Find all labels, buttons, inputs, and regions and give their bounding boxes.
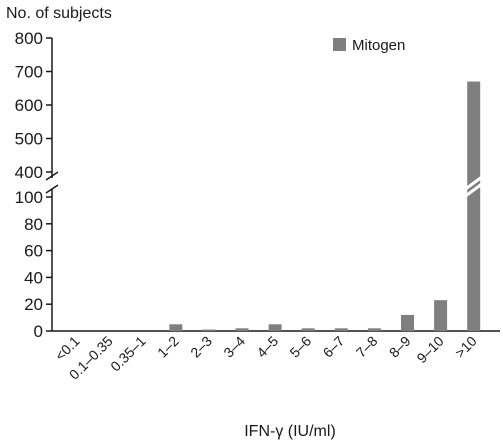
x-tick-label: 9–10 bbox=[413, 333, 446, 366]
x-tick-label: 8–9 bbox=[386, 333, 414, 361]
y-axis-label: No. of subjects bbox=[6, 5, 112, 22]
x-tick-label: 3–4 bbox=[220, 333, 248, 361]
x-tick-label: 5–6 bbox=[286, 333, 314, 361]
x-tick-label: 2–3 bbox=[187, 333, 215, 361]
x-tick-label: 4–5 bbox=[253, 333, 281, 361]
x-tick-label: 6–7 bbox=[320, 333, 348, 361]
y-tick-label: 20 bbox=[24, 295, 43, 314]
bar-break-mark bbox=[463, 181, 485, 199]
bar-upper-segment bbox=[467, 81, 481, 178]
axis-break-mark bbox=[45, 171, 59, 181]
bar bbox=[235, 328, 249, 331]
y-tick-label: 500 bbox=[15, 130, 43, 149]
legend: Mitogen bbox=[333, 37, 405, 54]
x-tick-labels: <0.10.1–0.350.35–1 1–2 2–3 3–4 4–5 5–6 6–7 7–8 8… bbox=[52, 333, 480, 383]
bar bbox=[367, 328, 381, 331]
bar bbox=[401, 314, 414, 331]
bar bbox=[467, 197, 481, 331]
bar bbox=[334, 328, 348, 331]
y-tick-label: 600 bbox=[15, 96, 43, 115]
bar bbox=[434, 300, 448, 331]
y-tick-label: 400 bbox=[15, 163, 43, 182]
y-tick-label: 80 bbox=[24, 215, 43, 234]
axis-break-mark bbox=[45, 184, 59, 194]
bar bbox=[268, 324, 282, 331]
y-tick-label: 700 bbox=[15, 63, 43, 82]
bar bbox=[301, 328, 315, 331]
bar bbox=[202, 329, 216, 331]
x-tick-label: 1–2 bbox=[154, 333, 182, 361]
legend-swatch bbox=[333, 38, 346, 51]
x-axis-label: IFN-γ (IU/ml) bbox=[244, 423, 336, 440]
y-tick-label: 40 bbox=[24, 268, 43, 287]
bars bbox=[169, 81, 485, 331]
y-tick-label: 100 bbox=[15, 188, 43, 207]
axes bbox=[45, 38, 500, 332]
y-tick-label: 800 bbox=[15, 29, 43, 48]
bar bbox=[169, 324, 183, 331]
x-tick-label: 7–8 bbox=[353, 333, 381, 361]
y-tick-label: 60 bbox=[24, 242, 43, 261]
x-tick-label: >10 bbox=[452, 333, 480, 361]
y-ticks: 400 500 600 700 800 0 20 40 60 80 100 bbox=[15, 29, 52, 341]
legend-label: Mitogen bbox=[352, 37, 405, 54]
x-tick-label: 0.35–1 bbox=[107, 333, 149, 375]
bar-break-mark bbox=[463, 174, 485, 192]
y-tick-label: 0 bbox=[34, 322, 43, 341]
